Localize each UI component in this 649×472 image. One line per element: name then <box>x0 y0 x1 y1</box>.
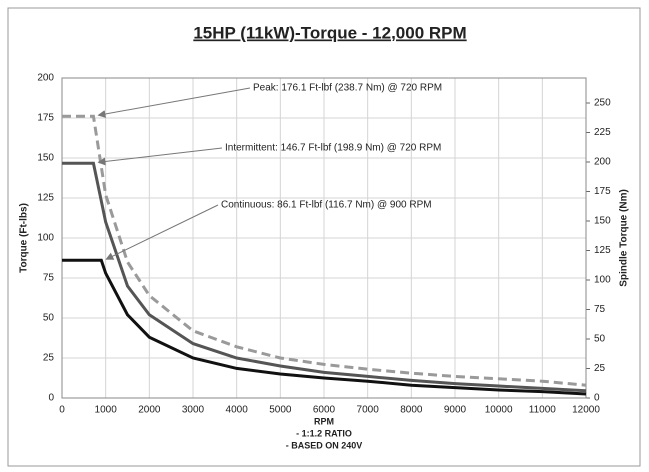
y2-tick-label: 175 <box>594 186 611 197</box>
x-tick-label: 5000 <box>269 405 292 416</box>
x-tick-label: 7000 <box>357 405 380 416</box>
x-axis-label: - 1:1.2 RATIO <box>296 428 352 438</box>
series-line <box>62 114 587 387</box>
series-line <box>62 258 587 396</box>
y-tick-label: 100 <box>37 233 54 244</box>
chart-title: 15HP (11kW)-Torque - 12,000 RPM <box>193 23 466 42</box>
x-tick-label: 3000 <box>182 405 205 416</box>
y-axis-label: Torque (Ft-lbs) <box>19 203 30 273</box>
x-tick-label: 4000 <box>226 405 249 416</box>
y2-tick-label: 0 <box>594 393 600 404</box>
y2-tick-label: 75 <box>594 304 606 315</box>
y2-tick-label: 100 <box>594 275 611 286</box>
annotation-arrow <box>97 147 223 166</box>
y-tick-label: 50 <box>43 313 55 324</box>
annotation: Continuous: 86.1 Ft-lbf (116.7 Nm) @ 900… <box>221 200 432 211</box>
y-tick-label: 150 <box>37 153 54 164</box>
y2-tick-label: 150 <box>594 216 611 227</box>
y2-tick-label: 50 <box>594 334 606 345</box>
y-tick-label: 75 <box>43 273 55 284</box>
y-tick-label: 0 <box>48 393 54 404</box>
annotation: Intermittent: 146.7 Ft-lbf (198.9 Nm) @ … <box>225 143 441 154</box>
y-tick-label: 25 <box>43 353 55 364</box>
series-line <box>62 161 587 393</box>
x-tick-label: 11000 <box>529 405 557 416</box>
x-tick-label: 2000 <box>138 405 161 416</box>
frame <box>7 7 641 467</box>
y2-tick-label: 225 <box>594 127 611 138</box>
annotation-arrow <box>97 87 251 118</box>
x-tick-label: 12000 <box>572 405 600 416</box>
x-axis-label: RPM <box>314 416 334 426</box>
x-tick-label: 1000 <box>95 405 118 416</box>
x-tick-label: 8000 <box>400 405 423 416</box>
y2-tick-label: 125 <box>594 245 611 256</box>
x-tick-label: 10000 <box>485 405 513 416</box>
x-tick-label: 9000 <box>444 405 467 416</box>
y2-tick-label: 250 <box>594 98 611 109</box>
y-tick-label: 125 <box>37 193 54 204</box>
annotation: Peak: 176.1 Ft-lbf (238.7 Nm) @ 720 RPM <box>253 83 442 94</box>
annotation-arrow <box>105 204 219 260</box>
y-tick-label: 200 <box>37 73 54 84</box>
plot-border <box>61 77 587 399</box>
x-tick-label: 6000 <box>313 405 336 416</box>
x-axis-label: - BASED ON 240V <box>286 440 363 450</box>
y2-tick-label: 200 <box>594 157 611 168</box>
y2-axis-label: Spindle Torque (Nm) <box>619 189 630 287</box>
x-tick-label: 0 <box>59 405 65 416</box>
y-tick-label: 175 <box>37 113 54 124</box>
y2-tick-label: 25 <box>594 363 606 374</box>
